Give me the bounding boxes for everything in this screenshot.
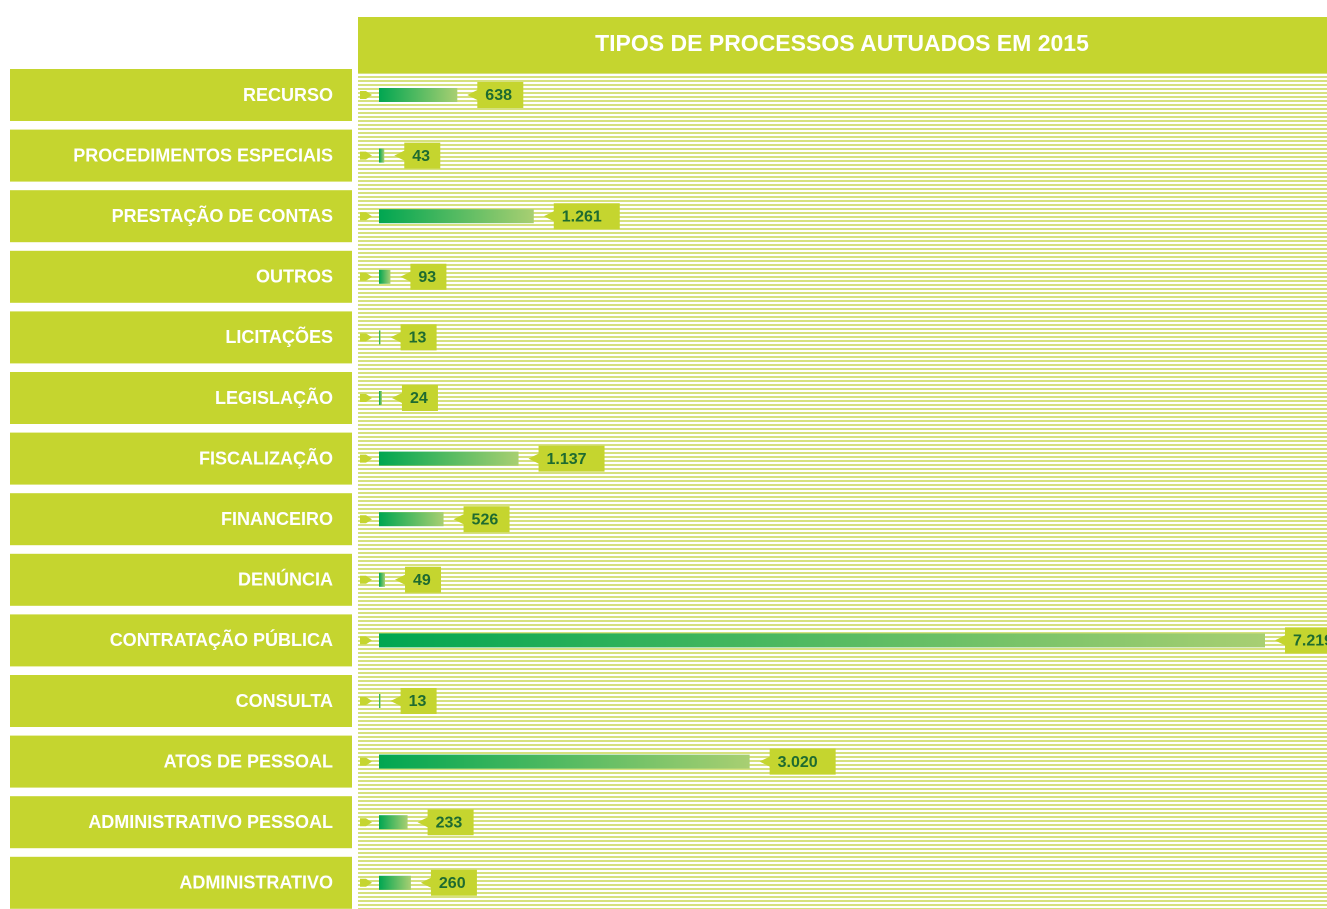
category-box xyxy=(10,69,352,121)
category-label: PROCEDIMENTOS ESPECIAIS xyxy=(73,145,333,165)
value-label: 260 xyxy=(439,875,466,892)
value-label: 526 xyxy=(472,511,499,528)
value-label: 1.137 xyxy=(547,451,587,468)
value-label: 93 xyxy=(418,269,436,286)
bar xyxy=(379,451,519,466)
row-marker xyxy=(360,91,372,99)
value-label: 43 xyxy=(412,148,430,165)
category-box xyxy=(10,311,352,364)
value-label-box xyxy=(759,748,836,775)
value-label-box xyxy=(395,566,442,593)
value-label-box xyxy=(391,385,438,411)
category-label: OUTROS xyxy=(256,267,333,287)
category-box xyxy=(10,856,352,909)
value-label-box xyxy=(420,869,477,896)
bar xyxy=(379,209,534,224)
category-label: FISCALIZAÇÃO xyxy=(199,447,333,468)
row-marker xyxy=(360,636,372,645)
row-marker xyxy=(360,878,372,887)
value-label-box xyxy=(453,506,510,533)
row-marker xyxy=(360,454,372,463)
value-label: 13 xyxy=(409,330,427,347)
row-marker xyxy=(360,575,372,584)
category-label: FINANCEIRO xyxy=(221,509,333,529)
category-box xyxy=(10,675,352,727)
bar xyxy=(379,694,381,708)
value-label-box xyxy=(1275,627,1327,654)
category-box xyxy=(10,129,352,182)
value-label: 233 xyxy=(436,814,463,831)
category-label: CONTRATAÇÃO PÚBLICA xyxy=(110,629,333,650)
value-label: 49 xyxy=(413,572,431,589)
row-marker xyxy=(360,272,372,281)
bar xyxy=(379,391,382,405)
bar xyxy=(379,875,411,890)
category-box xyxy=(10,614,352,667)
bar xyxy=(379,512,444,527)
category-label: PRESTAÇÃO DE CONTAS xyxy=(112,205,333,226)
category-label: ADMINISTRATIVO PESSOAL xyxy=(88,812,333,832)
value-label-box xyxy=(390,688,437,714)
category-label: RECURSO xyxy=(243,85,333,105)
value-label-box xyxy=(417,809,474,836)
row-marker xyxy=(360,212,372,221)
category-label: CONSULTA xyxy=(236,691,333,711)
row-marker xyxy=(360,697,372,705)
value-label: 638 xyxy=(485,87,512,104)
row-marker xyxy=(360,333,372,342)
category-label: ATOS DE PESSOAL xyxy=(164,751,333,771)
value-label-box xyxy=(543,203,620,230)
category-label: LEGISLAÇÃO xyxy=(215,387,333,408)
value-label-box xyxy=(467,82,524,108)
value-label: 7.219 xyxy=(1293,633,1327,650)
category-box xyxy=(10,372,352,424)
value-label: 24 xyxy=(410,390,428,407)
category-box xyxy=(10,190,352,243)
category-box xyxy=(10,432,352,485)
value-label-box xyxy=(394,142,441,169)
chart-title: TIPOS DE PROCESSOS AUTUADOS EM 2015 xyxy=(595,30,1089,56)
value-label-box xyxy=(390,324,437,351)
plot-background xyxy=(358,73,1327,909)
value-label: 1.261 xyxy=(562,208,602,225)
bar xyxy=(379,754,750,769)
category-box xyxy=(10,250,352,303)
bar xyxy=(379,148,385,163)
bar xyxy=(379,269,391,284)
category-label: ADMINISTRATIVO xyxy=(179,873,333,893)
bar xyxy=(379,572,386,587)
row-marker xyxy=(360,818,372,827)
bar xyxy=(379,633,1265,648)
category-box xyxy=(10,553,352,606)
title-band xyxy=(358,17,1327,73)
category-box xyxy=(10,493,352,546)
category-box xyxy=(10,735,352,788)
category-box xyxy=(10,796,352,849)
row-marker xyxy=(360,515,372,524)
row-marker xyxy=(360,151,372,160)
value-label-box xyxy=(528,445,605,472)
value-label: 13 xyxy=(409,693,427,710)
value-label-box xyxy=(400,263,447,290)
bar xyxy=(379,330,381,345)
value-label: 3.020 xyxy=(778,754,818,771)
bar xyxy=(379,815,408,830)
row-marker xyxy=(360,394,372,402)
row-marker xyxy=(360,757,372,766)
category-label: DENÚNCIA xyxy=(238,569,333,590)
category-label: LICITAÇÕES xyxy=(225,326,333,347)
bar xyxy=(379,88,458,102)
